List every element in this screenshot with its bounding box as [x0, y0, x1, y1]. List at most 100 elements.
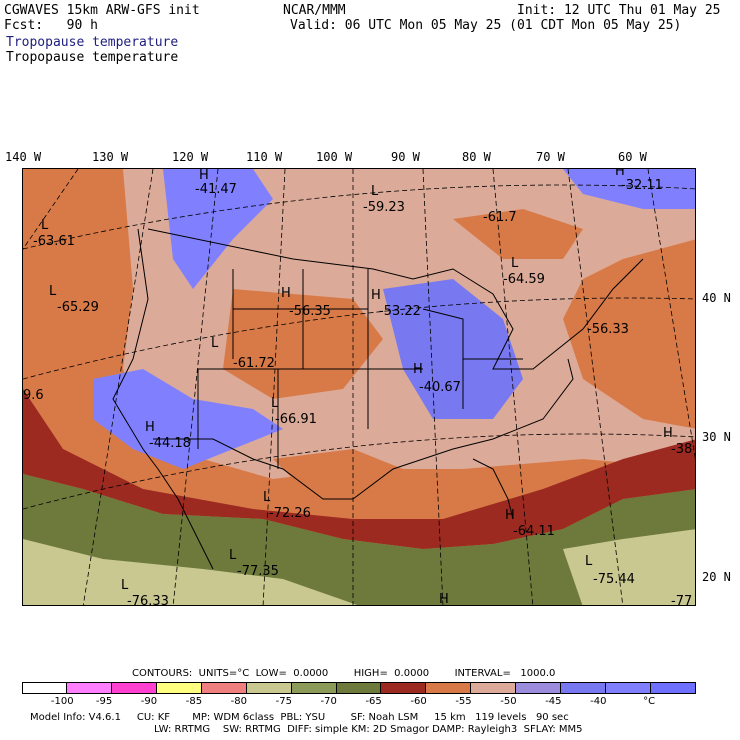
colorbar-tick-label: -65	[365, 696, 382, 707]
colorbar-swatch	[471, 682, 517, 694]
lon-label: 110 W	[246, 150, 283, 164]
colorbar-swatch	[336, 682, 382, 694]
extremum-symbol: L	[211, 336, 219, 351]
extremum-symbol: L	[41, 218, 49, 233]
extremum-value: -38	[671, 442, 692, 457]
colorbar-tick-label: °C	[643, 696, 656, 707]
colorbar-swatch	[561, 682, 607, 694]
lon-label: 120 W	[172, 150, 209, 164]
lat-label: 20 N	[702, 570, 731, 584]
colorbar-swatch	[66, 682, 112, 694]
colorbar-tick-label: -40	[590, 696, 607, 707]
extremum-symbol: L	[271, 396, 279, 411]
org-label: NCAR/MMM	[283, 3, 346, 18]
field-title-shaded: Tropopause temperature	[6, 35, 179, 50]
extremum-symbol: L	[263, 490, 271, 505]
model-info-line2: LW: RRTMG SW: RRTMG DIFF: simple KM: 2D …	[154, 724, 583, 735]
colorbar-tick-label: -75	[275, 696, 292, 707]
lon-label: 60 W	[618, 150, 647, 164]
contours-info: CONTOURS: UNITS=°C LOW= 0.0000 HIGH= 0.0…	[132, 668, 556, 679]
graticule	[23, 169, 695, 605]
lon-label: 90 W	[391, 150, 420, 164]
colorbar-swatch	[381, 682, 427, 694]
lon-label: 70 W	[536, 150, 565, 164]
forecast-hour: Fcst: 90 h	[4, 18, 98, 33]
colorbar-swatch	[111, 682, 157, 694]
extremum-value: -72.26	[269, 506, 311, 521]
colorbar-tick-label: -60	[410, 696, 427, 707]
extremum-symbol: H	[439, 592, 449, 606]
extremum-symbol: H	[145, 420, 155, 435]
colorbar-swatch	[22, 682, 67, 694]
colorbar-tick-label: -45	[545, 696, 562, 707]
shade-fill	[383, 279, 523, 419]
shade-fill	[453, 209, 583, 259]
extremum-value: -53.22	[379, 304, 421, 319]
lon-label: 100 W	[316, 150, 353, 164]
colorbar-tick-label: -85	[185, 696, 203, 707]
lat-label: 30 N	[702, 430, 731, 444]
extremum-symbol: L	[511, 256, 519, 271]
extremum-value: -77.35	[237, 564, 279, 579]
colorbar-swatch	[426, 682, 472, 694]
colorbar-tick-label: -90	[140, 696, 158, 707]
shade-fill	[23, 389, 695, 549]
extremum-value: -77	[671, 594, 692, 606]
extremum-symbol: L	[49, 284, 57, 299]
map-panel: H -41.47 L -59.23 -61.7 H -32.11 L -63.6…	[22, 168, 696, 606]
lon-label: 130 W	[92, 150, 129, 164]
shade-fill	[163, 169, 273, 289]
colorbar-swatch	[516, 682, 562, 694]
colorbar-tick-label: -95	[95, 696, 113, 707]
extremum-value: -66.91	[275, 412, 317, 427]
lon-label: 80 W	[462, 150, 491, 164]
extremum-value: -56.33	[587, 322, 629, 337]
extremum-value: -61.7	[483, 210, 517, 225]
extremum-value: -32.11	[621, 178, 663, 193]
lat-label: 40 N	[702, 291, 731, 305]
extremum-symbol: L	[121, 578, 129, 593]
extremum-symbol: H	[371, 288, 381, 303]
extremum-symbol: H	[505, 508, 515, 523]
colorbar-swatch	[606, 682, 652, 694]
extremum-symbol: H	[663, 426, 673, 441]
temperature-map: H -41.47 L -59.23 -61.7 H -32.11 L -63.6…	[23, 169, 695, 606]
extremum-symbol: H	[199, 169, 209, 183]
extremum-symbol: L	[585, 554, 593, 569]
extremum-value: -56.35	[289, 304, 331, 319]
colorbar-tick-label: -100	[50, 696, 74, 707]
colorbar-tick-label: -70	[320, 696, 337, 707]
colorbar-swatch	[156, 682, 202, 694]
extremum-value: -64.59	[503, 272, 545, 287]
shade-fill	[273, 449, 403, 509]
extremum-value: -40.67	[419, 380, 461, 395]
extremum-value: -61.72	[233, 356, 275, 371]
colorbar-swatch	[651, 682, 696, 694]
extremum-value: -75.44	[593, 572, 635, 587]
model-info-line1: Model Info: V4.6.1 CU: KF MP: WDM 6class…	[30, 712, 569, 723]
extremum-value: -65.29	[57, 300, 99, 315]
extremum-value: -76.33	[127, 594, 169, 606]
extremum-value: -64.11	[513, 524, 555, 539]
colorbar-tick-label: -50	[500, 696, 517, 707]
shade-fill	[23, 539, 358, 605]
shade-fill	[563, 529, 695, 605]
extremum-value: -59.23	[363, 200, 405, 215]
model-title: CGWAVES 15km ARW-GFS init	[4, 3, 200, 18]
extremum-symbol: H	[615, 169, 625, 179]
colorbar-swatch	[291, 682, 337, 694]
lon-label: 140 W	[5, 150, 42, 164]
field-title-contour: Tropopause temperature	[6, 50, 179, 65]
extremum-value: 9.6	[23, 388, 44, 403]
extremum-symbol: H	[413, 362, 423, 377]
colorbar-swatch	[246, 682, 292, 694]
extremum-value: -41.47	[195, 182, 237, 197]
init-time: Init: 12 UTC Thu 01 May 25	[517, 3, 721, 18]
valid-time: Valid: 06 UTC Mon 05 May 25 (01 CDT Mon …	[290, 18, 682, 33]
extremum-symbol: L	[371, 184, 379, 199]
boundaries	[112, 228, 644, 570]
colorbar-swatch	[201, 682, 247, 694]
extremum-value: -63.61	[33, 234, 75, 249]
extremum-symbol: L	[229, 548, 237, 563]
colorbar-tick-label: -80	[230, 696, 247, 707]
